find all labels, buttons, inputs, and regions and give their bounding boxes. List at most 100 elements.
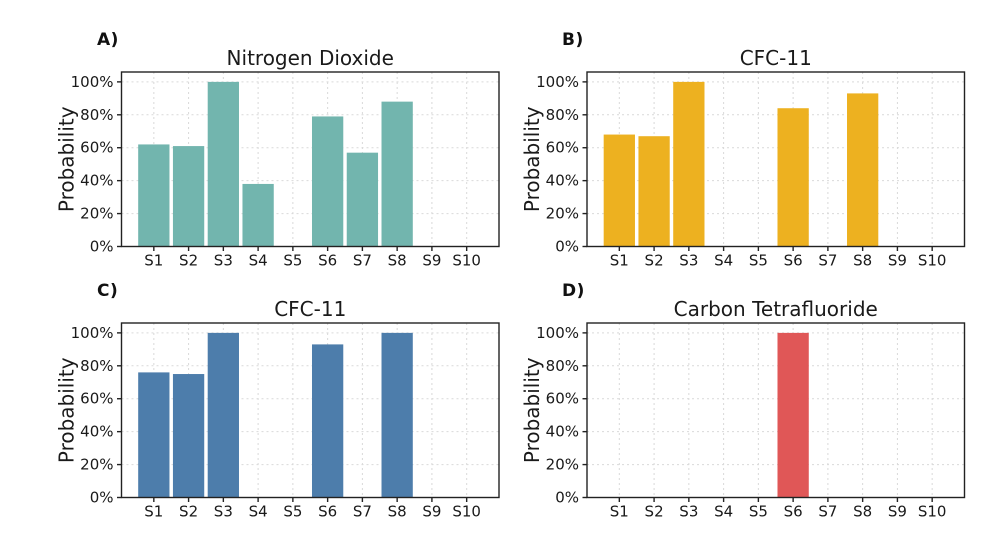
x-tick-label: S4 [714, 252, 733, 270]
y-tick-label: 80% [80, 357, 113, 375]
y-axis-label: Probability [55, 106, 79, 212]
y-tick-label: 20% [80, 456, 113, 474]
bar-S2 [638, 136, 670, 247]
x-tick-label: S6 [784, 252, 803, 270]
y-tick-label: 0% [555, 238, 579, 256]
x-tick-label: S9 [888, 503, 907, 521]
bar-S4 [242, 183, 274, 247]
panel-label-b: B) [562, 30, 584, 50]
x-tick-label: S5 [283, 252, 302, 270]
bar-S8 [381, 101, 413, 247]
x-tick-label: S1 [610, 252, 629, 270]
y-axis-label: Probability [55, 357, 79, 463]
x-tick-label: S8 [853, 252, 872, 270]
x-tick-label: S3 [214, 503, 233, 521]
x-tick-label: S4 [249, 503, 268, 521]
x-tick-label: S8 [388, 252, 407, 270]
x-tick-label: S4 [714, 503, 733, 521]
y-tick-label: 0% [555, 489, 579, 507]
panel-b: 0% 20% 40% 60% 80% 100% S1 S2 S3 S4 S5 S6 S7 S8 S9 S10 C… [520, 46, 966, 270]
x-tick-label: S3 [214, 252, 233, 270]
x-tick-label: S7 [353, 252, 372, 270]
y-tick-label: 80% [546, 106, 579, 124]
bar-S1 [138, 144, 170, 247]
y-tick-label: 20% [546, 456, 579, 474]
x-tick-label: S7 [818, 252, 837, 270]
x-tick-label: S10 [452, 252, 481, 270]
chart-title: CFC-11 [274, 297, 346, 321]
x-tick-label: S9 [888, 252, 907, 270]
x-tick-label: S6 [318, 252, 337, 270]
y-tick-label: 100% [71, 324, 114, 342]
y-tick-label: 100% [536, 324, 579, 342]
y-tick-label: 100% [71, 73, 114, 91]
x-tick-label: S6 [784, 503, 803, 521]
y-tick-label: 20% [80, 205, 113, 223]
chart-title: CFC-11 [740, 46, 812, 70]
bar-S8 [381, 332, 413, 498]
y-axis-label: Probability [520, 106, 544, 212]
axes-frame [586, 322, 966, 499]
bar-S3 [207, 332, 239, 498]
axes-frame [120, 322, 500, 499]
x-tick-label: S1 [610, 503, 629, 521]
x-tick-label: S5 [749, 503, 768, 521]
x-tick-label: S6 [318, 503, 337, 521]
x-tick-label: S2 [179, 503, 198, 521]
x-tick-label: S8 [853, 503, 872, 521]
bar-S1 [603, 134, 635, 247]
bar-S6 [777, 332, 809, 498]
y-tick-label: 40% [546, 423, 579, 441]
bar-S6 [311, 344, 344, 498]
bar-S6 [311, 116, 344, 247]
x-tick-label: S1 [144, 252, 163, 270]
bar-S2 [172, 146, 205, 247]
x-tick-label: S5 [283, 503, 302, 521]
axes-frame [120, 71, 500, 248]
x-tick-label: S5 [749, 252, 768, 270]
x-tick-label: S2 [179, 252, 198, 270]
x-tick-label: S9 [422, 252, 441, 270]
x-tick-label: S3 [679, 252, 698, 270]
axes-frame [586, 71, 966, 248]
y-tick-label: 40% [546, 172, 579, 190]
x-tick-label: S10 [918, 252, 947, 270]
panel-d: 0% 20% 40% 60% 80% 100% S1 S2 S3 S4 S5 S6 S7 S8 S9 S10 C… [520, 297, 966, 521]
bar-S2 [172, 374, 205, 498]
x-tick-label: S2 [645, 503, 664, 521]
x-tick-label: S10 [918, 503, 947, 521]
x-tick-label: S7 [353, 503, 372, 521]
x-tick-label: S1 [144, 503, 163, 521]
bar-S8 [847, 93, 879, 247]
x-tick-label: S3 [679, 503, 698, 521]
x-tick-label: S4 [249, 252, 268, 270]
panel-c: 0% 20% 40% 60% 80% 100% S1 S2 S3 S4 S5 S6 S7 S8 S9 S10 C… [55, 297, 500, 521]
y-tick-label: 60% [80, 139, 113, 157]
x-tick-label: S10 [452, 503, 481, 521]
y-tick-label: 0% [90, 489, 114, 507]
bar-S6 [777, 108, 809, 247]
y-tick-label: 60% [546, 390, 579, 408]
y-tick-label: 40% [80, 423, 113, 441]
y-tick-label: 40% [80, 172, 113, 190]
y-tick-label: 0% [90, 238, 114, 256]
y-tick-label: 60% [546, 139, 579, 157]
y-axis-label: Probability [520, 357, 544, 463]
x-tick-label: S9 [422, 503, 441, 521]
y-tick-label: 60% [80, 390, 113, 408]
x-tick-label: S8 [388, 503, 407, 521]
bar-S3 [673, 81, 705, 247]
x-tick-label: S7 [818, 503, 837, 521]
chart-title: Carbon Tetrafluoride [674, 297, 878, 321]
y-tick-label: 80% [80, 106, 113, 124]
panel-label-c: C) [97, 281, 119, 301]
panel-label-d: D) [562, 281, 585, 301]
bar-S3 [207, 81, 239, 247]
panel-a: 0% 20% 40% 60% 80% 100% S1 S2 S3 S4 S5 S6 S7 S8 S9 S10 N… [55, 46, 500, 270]
chart-title: Nitrogen Dioxide [227, 46, 394, 70]
bar-S7 [346, 152, 379, 247]
y-tick-label: 20% [546, 205, 579, 223]
y-tick-label: 100% [536, 73, 579, 91]
